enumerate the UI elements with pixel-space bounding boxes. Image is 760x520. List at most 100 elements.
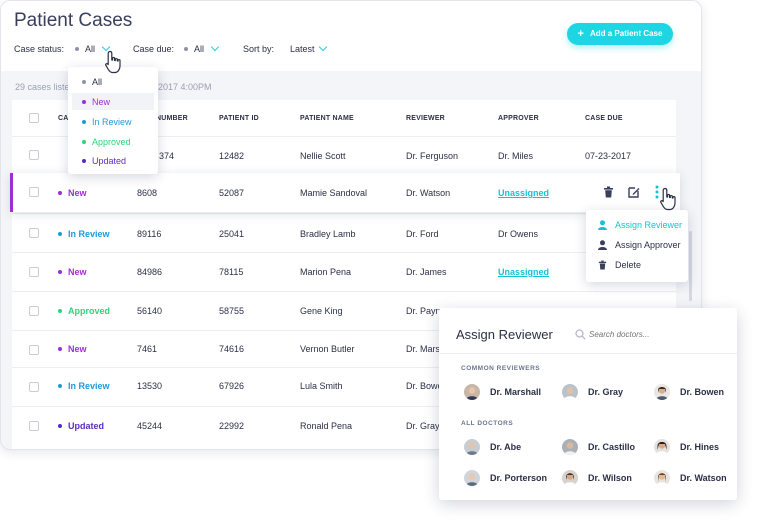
case-number: 84986 xyxy=(137,267,163,277)
doctor-option[interactable]: Dr. Marshall xyxy=(464,384,554,402)
column-header-case-due[interactable]: CASE DUE xyxy=(585,115,623,122)
column-header-patient-id[interactable]: PATIENT ID xyxy=(219,115,259,122)
chevron-down-icon[interactable] xyxy=(210,42,220,52)
row-checkbox[interactable] xyxy=(29,267,39,277)
sort-select[interactable]: Latest xyxy=(290,44,315,54)
case-due-value: All xyxy=(194,44,205,54)
sort-label: Sort by: xyxy=(243,44,275,54)
status-label: In Review xyxy=(68,381,110,391)
patient-name: Gene King xyxy=(300,306,343,316)
last-updated-time: 2017 4:00PM xyxy=(158,82,212,92)
column-header-approver[interactable]: APPROVER xyxy=(498,115,539,122)
column-header-patient-name[interactable]: PATIENT NAME xyxy=(300,115,354,122)
doctor-option[interactable]: Dr. Abe xyxy=(464,439,544,457)
plus-icon: + xyxy=(577,28,584,40)
more-vertical-icon[interactable] xyxy=(655,185,659,199)
all-doctors-heading: ALL DOCTORS xyxy=(461,420,514,427)
column-header-number[interactable]: NUMBER xyxy=(156,115,188,122)
doctor-option[interactable]: Dr. Hines xyxy=(654,439,734,457)
avatar xyxy=(464,384,480,400)
status-badge: Updated xyxy=(58,421,104,431)
approver-unassigned-link[interactable]: Unassigned xyxy=(498,267,550,277)
row-checkbox[interactable] xyxy=(29,382,39,392)
reviewer: Dr. Payne xyxy=(406,306,446,316)
user-icon xyxy=(598,220,607,230)
status-option-label: All xyxy=(92,77,103,87)
doctor-option[interactable]: Dr. Gray xyxy=(562,384,642,402)
row-checkbox[interactable] xyxy=(29,228,39,238)
doctor-option[interactable]: Dr. Watson xyxy=(654,470,734,488)
case-status-select[interactable]: All xyxy=(75,44,95,54)
case-status-label: Case status: xyxy=(14,44,65,54)
patient-name: Bradley Lamb xyxy=(300,229,356,239)
search-doctors-input[interactable] xyxy=(589,330,709,339)
doctor-name: Dr. Hines xyxy=(680,442,720,452)
case-number: 13530 xyxy=(137,381,163,391)
status-option-approved[interactable]: Approved xyxy=(82,137,131,147)
avatar xyxy=(654,439,670,455)
patient-id: 67926 xyxy=(219,381,245,391)
reviewer: Dr. James xyxy=(406,267,447,277)
hand-cursor-icon xyxy=(105,50,121,74)
status-badge: Approved xyxy=(58,306,110,316)
approver: Dr Owens xyxy=(498,229,539,239)
doctor-option[interactable]: Dr. Porterson xyxy=(464,470,554,488)
status-label: Updated xyxy=(68,421,104,431)
row-checkbox[interactable] xyxy=(29,345,39,355)
delete-menu-item[interactable]: Delete xyxy=(615,260,642,270)
status-label: New xyxy=(68,267,87,277)
row-checkbox[interactable] xyxy=(29,421,39,431)
status-option-label: Approved xyxy=(92,137,131,147)
status-label: In Review xyxy=(68,229,110,239)
select-all-checkbox[interactable] xyxy=(29,113,39,123)
case-number: 7461 xyxy=(137,344,158,354)
status-option-new[interactable]: New xyxy=(82,97,110,107)
column-header-reviewer[interactable]: REVIEWER xyxy=(406,115,445,122)
trash-icon[interactable] xyxy=(603,186,614,198)
status-label: Approved xyxy=(68,306,111,316)
reviewer: Dr. Bowe xyxy=(406,381,443,391)
status-badge: New xyxy=(58,344,87,354)
patient-name: Lula Smith xyxy=(300,381,343,391)
table-row[interactable]: New 84986 78115 Marion Pena Dr. James Un… xyxy=(12,252,676,291)
case-due-label: Case due: xyxy=(133,44,175,54)
assign-reviewer-menu-item[interactable]: Assign Reviewer xyxy=(615,220,683,230)
reviewer: Dr. Marsh xyxy=(406,344,446,354)
case-due: 07-23-2017 xyxy=(585,151,632,161)
reviewer: Dr. Gray xyxy=(406,421,440,431)
patient-name: Vernon Butler xyxy=(300,344,355,354)
row-checkbox[interactable] xyxy=(29,150,39,160)
status-option-in-review[interactable]: In Review xyxy=(82,117,132,127)
cases-count: 29 cases listed xyxy=(15,82,75,92)
row-checkbox[interactable] xyxy=(29,187,39,197)
patient-name: Ronald Pena xyxy=(300,421,353,431)
table-row[interactable]: In Review 89116 25041 Bradley Lamb Dr. F… xyxy=(12,213,676,252)
doctor-name: Dr. Wilson xyxy=(588,473,632,483)
chevron-down-icon[interactable] xyxy=(318,42,328,52)
assign-approver-menu-item[interactable]: Assign Approver xyxy=(615,240,681,250)
approver-unassigned-link[interactable]: Unassigned xyxy=(498,188,550,198)
status-option-all[interactable]: All xyxy=(82,77,102,87)
doctor-option[interactable]: Dr. Bowen xyxy=(654,384,734,402)
approver: Dr. Miles xyxy=(498,151,534,161)
doctor-option[interactable]: Dr. Wilson xyxy=(562,470,642,488)
patient-id: 25041 xyxy=(219,229,245,239)
search-icon xyxy=(575,329,586,340)
doctor-option[interactable]: Dr. Castillo xyxy=(562,439,652,457)
doctor-name: Dr. Bowen xyxy=(680,387,725,397)
column-header-case[interactable]: CA xyxy=(58,115,69,122)
add-patient-case-button[interactable]: + Add a Patient Case xyxy=(567,23,673,45)
edit-icon[interactable] xyxy=(628,186,640,198)
table-row-selected[interactable]: New 8608 52087 Mamie Sandoval Dr. Watson… xyxy=(10,173,680,212)
status-option-label: New xyxy=(92,97,111,107)
status-badge: In Review xyxy=(58,381,110,391)
doctor-name: Dr. Watson xyxy=(680,473,727,483)
avatar xyxy=(654,470,670,486)
case-due-select[interactable]: All xyxy=(184,44,204,54)
case-number: 8608 xyxy=(137,188,158,198)
status-option-updated[interactable]: Updated xyxy=(82,156,126,166)
avatar xyxy=(562,439,578,455)
case-status-dropdown: All New In Review Approved Updated xyxy=(68,67,158,174)
scrollbar[interactable] xyxy=(689,231,692,301)
row-checkbox[interactable] xyxy=(29,306,39,316)
